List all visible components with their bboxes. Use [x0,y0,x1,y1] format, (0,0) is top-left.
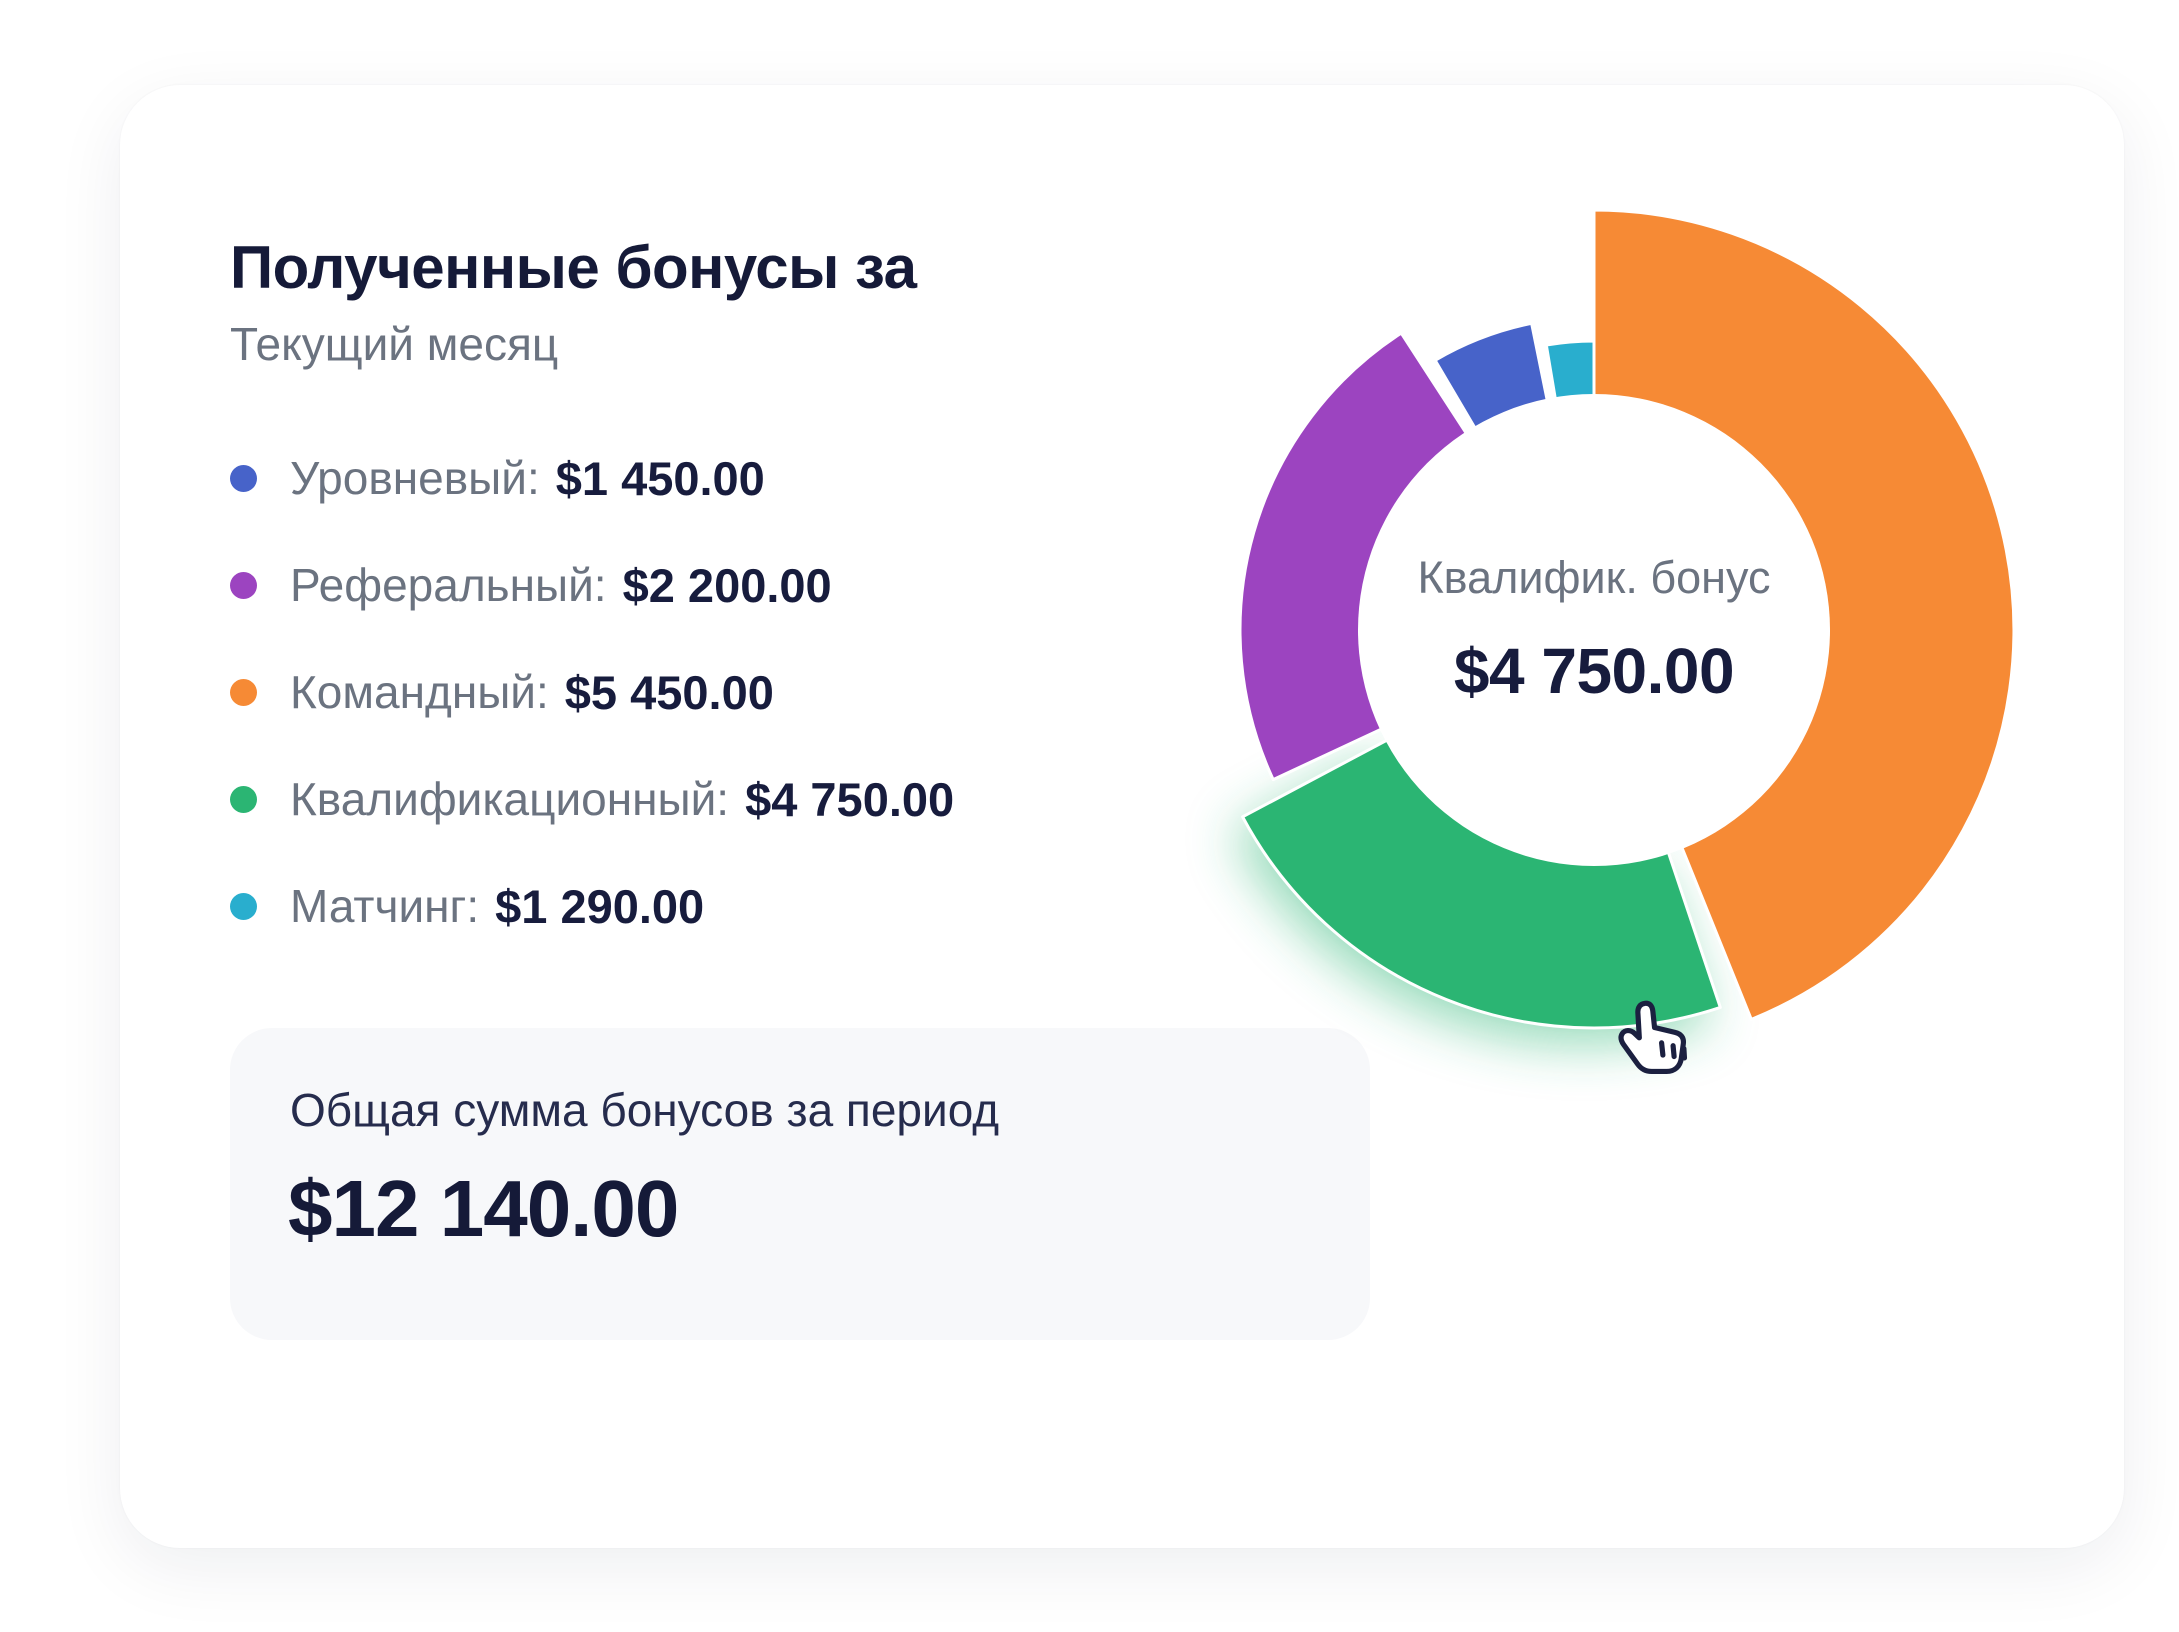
legend-value: $1 290.00 [495,879,705,933]
legend-dot [230,571,257,599]
bonus-legend: Уровневый: $1 450.00 Реферальный: $2 200.00… [230,446,954,981]
legend-item-kvalifikacionnyj[interactable]: Квалификационный: $4 750.00 [230,767,954,831]
legend-label: Квалификационный: [290,773,730,825]
bonus-summary-card: Полученные бонусы за Текущий месяц Уровн… [120,85,2124,1548]
donut-hole [1358,394,1830,866]
card-subtitle: Текущий месяц [230,318,559,370]
total-label: Общая сумма бонусов за период [290,1084,1000,1136]
legend-dot [230,892,257,920]
legend-item-referalnyj[interactable]: Реферальный: $2 200.00 [230,553,954,617]
legend-label: Командный: [290,666,549,718]
total-value: $12 140.00 [288,1164,679,1253]
donut-svg[interactable] [1154,190,2034,1070]
donut-chart[interactable]: Квалифик. бонус $4 750.00 [1154,190,2034,1070]
legend-value: $1 450.00 [555,451,765,505]
card-title: Полученные бонусы за [230,234,917,301]
legend-dot [230,785,257,813]
legend-item-matching[interactable]: Матчинг: $1 290.00 [230,874,954,938]
legend-value: $2 200.00 [622,558,832,612]
legend-value: $4 750.00 [745,772,955,826]
legend-label: Реферальный: [290,559,607,611]
legend-item-komandnyj[interactable]: Командный: $5 450.00 [230,660,954,724]
legend-item-urovnevyj[interactable]: Уровневый: $1 450.00 [230,446,954,510]
donut-segments-layer [1238,208,2016,1030]
donut-segment-matching[interactable] [1544,339,1596,401]
legend-dot [230,678,257,706]
legend-value: $5 450.00 [564,665,774,719]
legend-label: Матчинг: [290,880,480,932]
total-box: Общая сумма бонусов за период $12 140.00 [230,1028,1370,1340]
legend-label: Уровневый: [290,452,540,504]
legend-dot [230,464,257,492]
